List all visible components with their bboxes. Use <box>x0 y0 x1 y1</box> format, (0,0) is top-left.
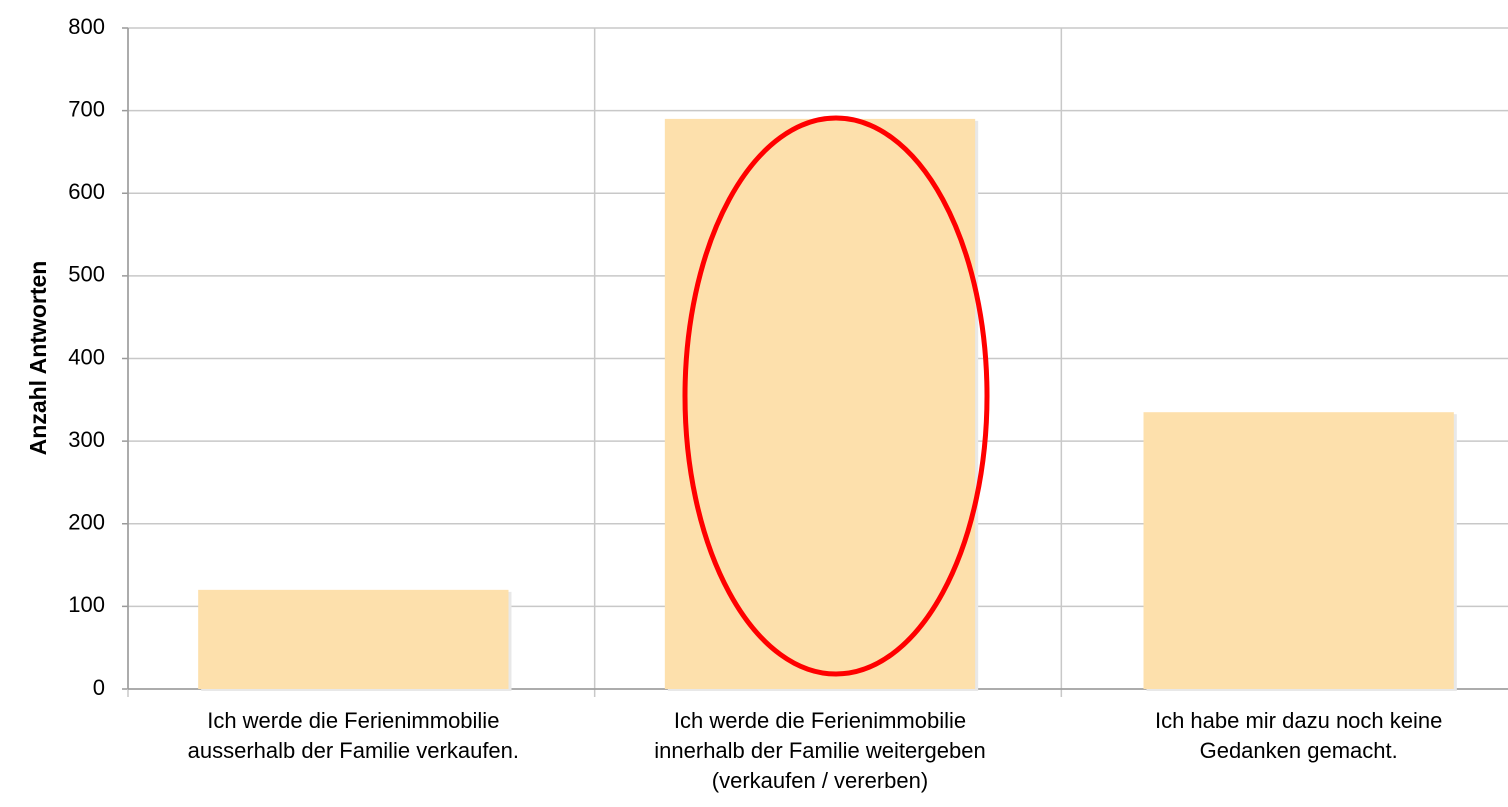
bar <box>1143 412 1454 689</box>
y-tick-label: 400 <box>68 344 105 369</box>
bar <box>198 589 509 689</box>
x-tick-label: Ich werde die Ferienimmobilie ausserhalb … <box>188 708 519 763</box>
y-tick-label: 500 <box>68 262 105 287</box>
y-axis-title: Anzahl Antworten <box>25 261 51 456</box>
y-tick-label: 800 <box>68 14 105 39</box>
y-tick-label: 100 <box>68 592 105 617</box>
highlight-ellipse <box>682 115 990 677</box>
y-tick-label: 0 <box>93 675 105 700</box>
y-tick-label: 300 <box>68 427 105 452</box>
x-tick-label: Ich werde die Ferienimmobilie innerhalb d… <box>654 708 985 793</box>
y-tick-label: 700 <box>68 96 105 121</box>
bar <box>664 118 976 689</box>
y-tick-label: 600 <box>68 179 105 204</box>
x-tick-label: Ich habe mir dazu noch keine Gedanken gem… <box>1155 708 1442 763</box>
y-tick-label: 200 <box>68 510 105 535</box>
